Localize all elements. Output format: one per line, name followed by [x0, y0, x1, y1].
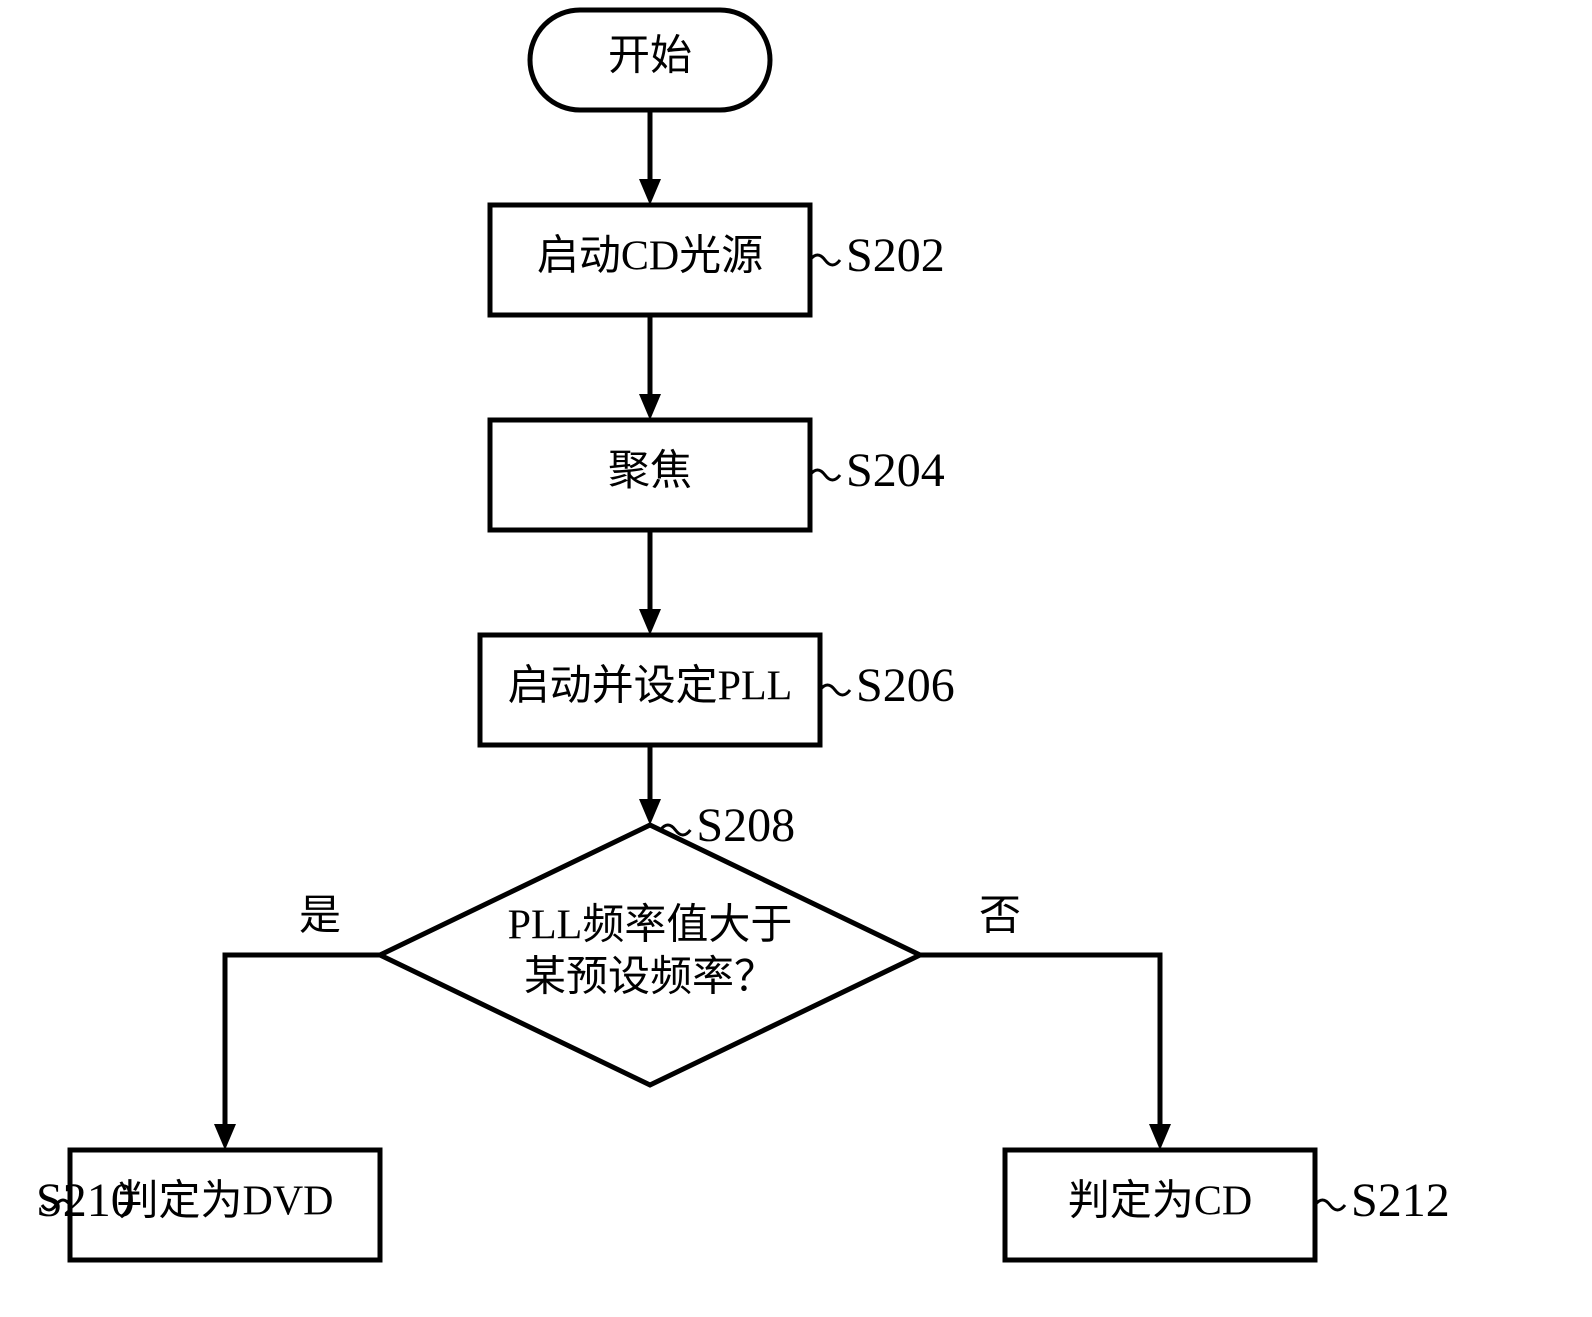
- lead-line: [810, 470, 840, 480]
- lead-line: [1315, 1200, 1345, 1210]
- step-label-s202: S202: [846, 229, 945, 282]
- lead-line: [820, 685, 850, 695]
- s208-text-line-1: 某预设频率？: [524, 954, 776, 1001]
- step-label-s204: S204: [846, 444, 945, 497]
- step-label-s210: S210: [36, 1174, 135, 1227]
- s212-text: 判定为CD: [1068, 1178, 1252, 1225]
- step-label-s212: S212: [1351, 1174, 1450, 1227]
- lead-line: [810, 255, 840, 265]
- s208-text-line-0: PLL频率值大于: [508, 902, 793, 949]
- edge-label-s212: 否: [979, 894, 1021, 940]
- step-label-s206: S206: [856, 659, 955, 712]
- s204-text: 聚焦: [608, 449, 692, 495]
- s210-text: 判定为DVD: [117, 1178, 334, 1225]
- edge-label-s210: 是: [299, 894, 341, 940]
- step-label-s208: S208: [696, 799, 795, 852]
- edge-s208-s210: [225, 955, 380, 1126]
- start-text: 开始: [608, 34, 692, 80]
- s206-text: 启动并设定PLL: [508, 663, 793, 710]
- edge-s208-s212: [920, 955, 1160, 1126]
- s202-text: 启动CD光源: [537, 234, 763, 280]
